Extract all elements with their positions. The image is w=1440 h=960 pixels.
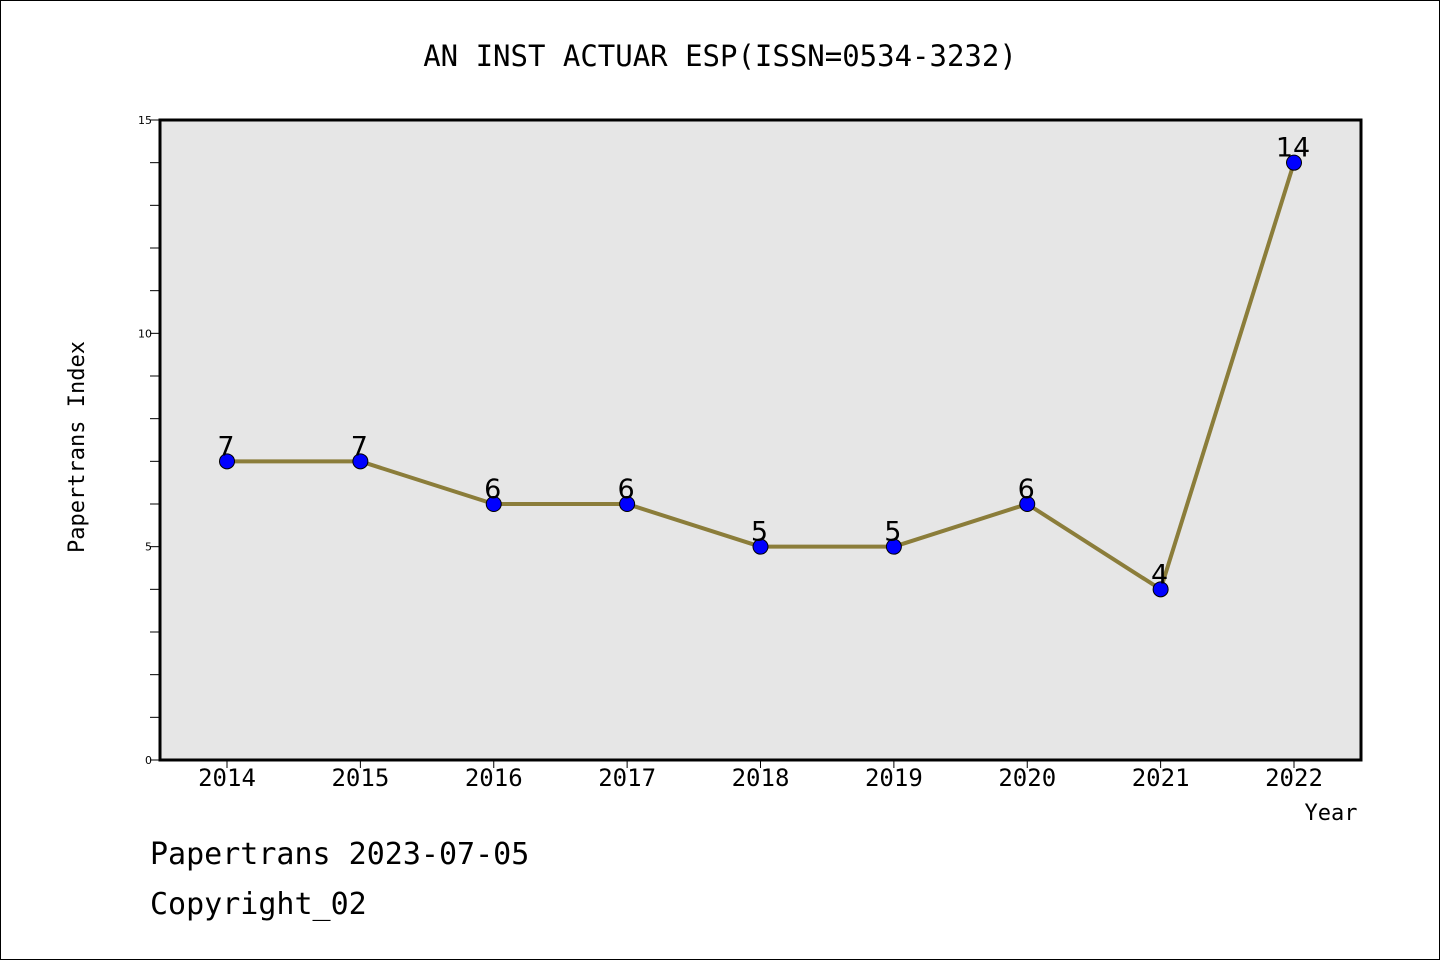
- footer-copyright: Copyright_02: [150, 887, 367, 922]
- data-label: 4: [1151, 559, 1168, 590]
- x-axis-ticks: 2014 2015 2016 2017 2018 2019 2020 2021 2022: [198, 760, 1323, 792]
- data-point: [885, 538, 902, 555]
- x-tick-label: 2019: [865, 764, 923, 792]
- x-tick-label: 2016: [465, 764, 523, 792]
- data-label: 5: [751, 517, 768, 548]
- data-point: [219, 453, 235, 470]
- y-tick-label: 5: [145, 541, 152, 554]
- y-tick-label: 0: [145, 754, 152, 767]
- y-tick-label: 10: [138, 327, 152, 340]
- series-markers: [219, 154, 1302, 598]
- data-label: 6: [1018, 474, 1035, 505]
- data-point: [1152, 581, 1169, 598]
- data-label: 14: [1276, 133, 1310, 164]
- data-point: [352, 453, 369, 470]
- chart-title: AN INST ACTUAR ESP(ISSN=0534-3232): [423, 39, 1017, 73]
- x-tick-label: 2017: [598, 764, 656, 792]
- data-label: 7: [351, 431, 368, 462]
- x-tick-label: 2018: [732, 764, 790, 792]
- y-axis-label: Papertrans Index: [65, 341, 90, 553]
- footer-date: Papertrans 2023-07-05: [150, 837, 529, 872]
- data-label: 6: [618, 474, 635, 505]
- x-tick-label: 2014: [198, 764, 256, 792]
- data-label: 6: [484, 474, 501, 505]
- x-tick-label: 2021: [1132, 764, 1190, 792]
- y-axis-ticks: 0 5 10 15: [138, 114, 160, 767]
- x-tick-label: 2015: [331, 764, 389, 792]
- x-axis-label: Year: [1305, 801, 1358, 826]
- x-tick-label: 2022: [1265, 764, 1323, 792]
- y-tick-label: 15: [138, 114, 152, 127]
- data-point: [1019, 496, 1036, 512]
- data-label: 7: [217, 431, 234, 462]
- x-tick-label: 2020: [998, 764, 1056, 792]
- data-point: [485, 496, 502, 512]
- data-point: [619, 496, 636, 512]
- data-label: 5: [884, 517, 901, 548]
- data-point: [752, 538, 769, 555]
- data-point: [1286, 154, 1302, 171]
- plot-area: [158, 118, 1363, 762]
- data-labels: 7 7 6 6 5 5 6 4 14: [217, 133, 1310, 591]
